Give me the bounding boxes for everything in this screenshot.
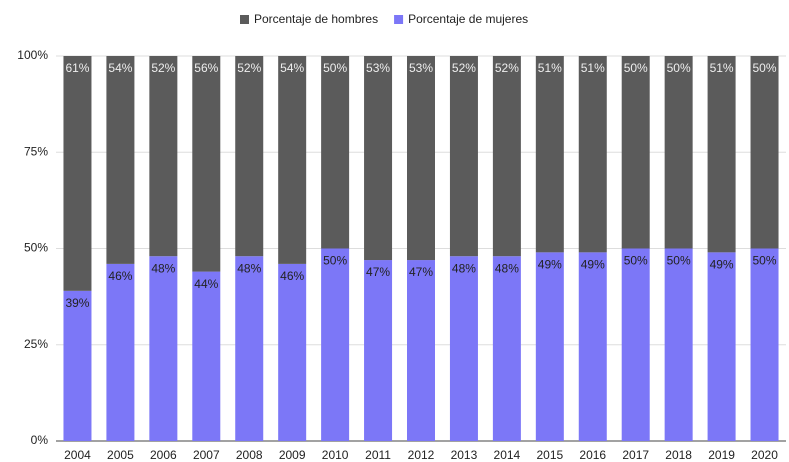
legend-swatch	[394, 15, 404, 24]
bar-segment	[707, 252, 736, 441]
x-tick-label: 2018	[665, 448, 692, 462]
bar-segment	[106, 56, 135, 264]
data-label: 51%	[538, 61, 562, 75]
bar-segment	[364, 260, 393, 441]
bar-segment	[235, 56, 264, 257]
data-label: 50%	[624, 254, 648, 268]
data-label: 49%	[581, 258, 605, 272]
data-label: 48%	[452, 261, 476, 275]
bar-segment	[750, 56, 779, 249]
x-tick-label: 2007	[193, 448, 220, 462]
data-label: 53%	[409, 61, 433, 75]
data-label: 52%	[495, 61, 519, 75]
y-tick-label: 50%	[24, 241, 48, 255]
data-label: 50%	[753, 254, 777, 268]
data-label: 52%	[452, 61, 476, 75]
bar-segment	[192, 271, 221, 441]
x-tick-label: 2013	[451, 448, 478, 462]
x-tick-label: 2020	[751, 448, 778, 462]
data-label: 56%	[194, 61, 218, 75]
x-tick-label: 2015	[536, 448, 563, 462]
y-tick-label: 75%	[24, 144, 48, 158]
y-tick-label: 100%	[17, 48, 48, 62]
y-tick-label: 25%	[24, 337, 48, 351]
data-label: 48%	[151, 261, 175, 275]
data-label: 52%	[151, 61, 175, 75]
bar-segment	[364, 56, 393, 261]
data-label: 47%	[366, 265, 390, 279]
x-tick-label: 2012	[408, 448, 435, 462]
bar-segment	[321, 248, 350, 441]
x-tick-label: 2017	[622, 448, 649, 462]
bar-segment	[492, 256, 521, 441]
x-tick-label: 2014	[494, 448, 521, 462]
bar-segment	[149, 56, 178, 257]
data-label: 46%	[280, 269, 304, 283]
data-label: 50%	[624, 61, 648, 75]
data-label: 50%	[753, 61, 777, 75]
data-label: 49%	[710, 258, 734, 272]
data-label: 51%	[581, 61, 605, 75]
bar-segment	[235, 256, 264, 441]
bar-segment	[449, 56, 478, 257]
bar-segment	[707, 56, 736, 253]
bar-segment	[63, 290, 92, 441]
data-label: 50%	[667, 61, 691, 75]
data-label: 44%	[194, 277, 218, 291]
data-label: 53%	[366, 61, 390, 75]
data-label: 52%	[237, 61, 261, 75]
bar-segment	[407, 260, 435, 441]
bar-segment	[664, 248, 693, 441]
bar-segment	[492, 56, 521, 257]
x-tick-label: 2016	[579, 448, 606, 462]
data-label: 54%	[280, 61, 304, 75]
bar-segment	[578, 252, 607, 441]
x-tick-label: 2019	[708, 448, 735, 462]
x-tick-label: 2011	[365, 448, 391, 462]
data-label: 50%	[667, 254, 691, 268]
bar-segment	[449, 256, 478, 441]
data-label: 54%	[108, 61, 132, 75]
bar-segment	[149, 256, 178, 441]
y-tick-label: 0%	[31, 433, 49, 447]
x-tick-label: 2010	[322, 448, 349, 462]
bar-segment	[664, 56, 693, 249]
bar-segment	[535, 252, 564, 441]
x-tick-label: 2006	[150, 448, 177, 462]
x-tick-label: 2005	[107, 448, 134, 462]
bar-segment	[578, 56, 607, 253]
bar-segment	[750, 248, 779, 441]
legend-label: Porcentaje de hombres	[254, 12, 378, 26]
data-label: 39%	[65, 296, 89, 310]
bar-segment	[621, 248, 650, 441]
data-label: 46%	[108, 269, 132, 283]
bar-segment	[621, 56, 650, 249]
x-tick-label: 2009	[279, 448, 306, 462]
data-label: 48%	[237, 261, 261, 275]
bar-segment	[407, 56, 435, 261]
bar-segment	[63, 56, 92, 291]
data-label: 48%	[495, 261, 519, 275]
data-label: 51%	[710, 61, 734, 75]
bar-segment	[278, 263, 307, 441]
data-label: 50%	[323, 254, 347, 268]
data-label: 49%	[538, 258, 562, 272]
bar-segment	[106, 263, 135, 441]
legend-swatch	[240, 15, 249, 24]
bar-segment	[321, 56, 350, 249]
bar-segment	[535, 56, 564, 253]
bar-segment	[278, 56, 307, 264]
bar-segment	[192, 56, 221, 272]
data-label: 47%	[409, 265, 433, 279]
data-label: 61%	[65, 61, 89, 75]
data-label: 50%	[323, 61, 347, 75]
x-tick-label: 2004	[64, 448, 91, 462]
x-tick-label: 2008	[236, 448, 263, 462]
legend-label: Porcentaje de mujeres	[408, 12, 528, 26]
